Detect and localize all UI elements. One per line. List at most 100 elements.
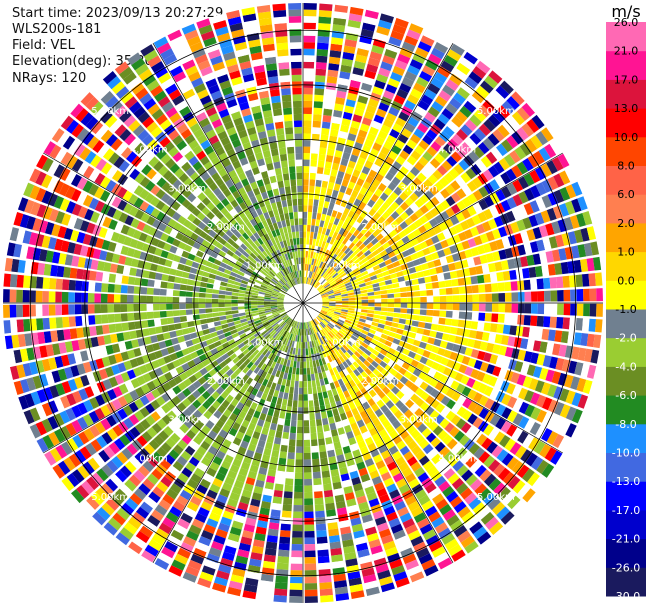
velocity-gate bbox=[415, 387, 425, 397]
velocity-gate bbox=[305, 322, 308, 329]
velocity-gate bbox=[219, 315, 227, 321]
velocity-gate bbox=[327, 243, 333, 251]
velocity-gate bbox=[99, 176, 111, 189]
velocity-gate bbox=[305, 270, 308, 278]
velocity-gate bbox=[188, 414, 198, 424]
velocity-gate bbox=[193, 435, 203, 446]
velocity-gate bbox=[324, 285, 332, 290]
velocity-gate bbox=[332, 327, 339, 334]
velocity-gate bbox=[201, 239, 210, 248]
velocity-gate bbox=[176, 402, 187, 412]
velocity-gate bbox=[233, 514, 246, 524]
velocity-gate bbox=[260, 243, 268, 251]
velocity-gate bbox=[270, 307, 278, 310]
velocity-gate bbox=[551, 371, 562, 385]
velocity-gate bbox=[246, 237, 254, 245]
velocity-gate bbox=[442, 485, 455, 498]
velocity-gate bbox=[146, 79, 160, 92]
velocity-gate bbox=[304, 550, 316, 558]
velocity-gate bbox=[460, 124, 473, 136]
velocity-gate bbox=[356, 178, 365, 187]
velocity-gate bbox=[429, 378, 439, 388]
velocity-gate bbox=[108, 219, 118, 231]
velocity-gate bbox=[329, 216, 336, 224]
velocity-gate bbox=[212, 373, 221, 382]
velocity-gate bbox=[188, 71, 201, 82]
velocity-gate bbox=[316, 284, 323, 290]
velocity-gate bbox=[237, 549, 250, 559]
velocity-gate bbox=[122, 71, 137, 85]
velocity-gate bbox=[431, 453, 443, 465]
velocity-gate bbox=[477, 321, 485, 331]
velocity-gate bbox=[53, 180, 65, 194]
velocity-gate bbox=[197, 462, 209, 473]
velocity-gate bbox=[426, 303, 434, 310]
velocity-gate bbox=[267, 239, 274, 247]
velocity-gate bbox=[180, 322, 189, 329]
velocity-gate bbox=[23, 409, 35, 425]
velocity-gate bbox=[315, 359, 320, 367]
velocity-gate bbox=[156, 385, 167, 395]
velocity-gate bbox=[394, 333, 403, 340]
velocity-gate bbox=[324, 349, 330, 357]
velocity-gate bbox=[292, 400, 298, 408]
velocity-gate bbox=[126, 294, 134, 303]
velocity-gate bbox=[59, 198, 71, 212]
velocity-gate bbox=[350, 321, 358, 327]
velocity-gate bbox=[279, 227, 285, 235]
velocity-gate bbox=[68, 453, 81, 468]
velocity-gate bbox=[197, 577, 212, 589]
velocity-gate bbox=[114, 284, 122, 293]
velocity-gate bbox=[373, 385, 382, 394]
velocity-gate bbox=[174, 553, 189, 565]
velocity-gate bbox=[121, 447, 133, 460]
velocity-gate bbox=[321, 350, 327, 358]
velocity-gate bbox=[401, 467, 413, 478]
velocity-gate bbox=[64, 185, 76, 199]
velocity-gate bbox=[328, 307, 336, 310]
velocity-gate bbox=[245, 221, 253, 229]
velocity-gate bbox=[252, 111, 263, 121]
velocity-gate bbox=[393, 186, 403, 196]
velocity-gate bbox=[541, 328, 550, 341]
velocity-gate bbox=[166, 399, 177, 410]
velocity-gate bbox=[324, 273, 331, 280]
velocity-gate bbox=[388, 36, 402, 47]
velocity-gate bbox=[101, 356, 111, 367]
velocity-gate bbox=[275, 317, 282, 323]
velocity-gate bbox=[488, 478, 502, 491]
velocity-gate bbox=[535, 425, 547, 439]
velocity-gate bbox=[183, 334, 192, 341]
velocity-gate bbox=[151, 172, 162, 184]
velocity-gate bbox=[215, 242, 224, 250]
velocity-gate bbox=[346, 92, 358, 102]
velocity-gate bbox=[383, 140, 394, 150]
velocity-gate bbox=[322, 319, 329, 325]
velocity-gate bbox=[369, 470, 380, 480]
velocity-gate bbox=[231, 306, 239, 311]
velocity-gate bbox=[203, 372, 212, 381]
velocity-gate bbox=[452, 311, 460, 319]
velocity-gate bbox=[176, 140, 188, 151]
velocity-gate bbox=[128, 101, 142, 114]
velocity-gate bbox=[424, 505, 438, 517]
velocity-gate bbox=[378, 67, 391, 78]
velocity-gate bbox=[173, 41, 188, 53]
velocity-gate bbox=[354, 290, 361, 295]
velocity-gate bbox=[88, 315, 96, 325]
velocity-gate bbox=[322, 476, 332, 485]
velocity-gate bbox=[155, 188, 166, 200]
velocity-gate bbox=[248, 264, 256, 271]
velocity-gate bbox=[53, 413, 65, 427]
velocity-gate bbox=[318, 314, 325, 320]
velocity-gate bbox=[150, 60, 165, 73]
velocity-gate bbox=[187, 345, 196, 354]
velocity-gate bbox=[220, 136, 231, 146]
velocity-gate bbox=[426, 296, 434, 303]
velocity-gate bbox=[477, 350, 486, 361]
velocity-gate bbox=[225, 229, 234, 238]
velocity-gate bbox=[478, 284, 486, 293]
velocity-gate bbox=[311, 334, 315, 341]
velocity-gate bbox=[231, 111, 242, 121]
velocity-gate bbox=[221, 245, 229, 254]
